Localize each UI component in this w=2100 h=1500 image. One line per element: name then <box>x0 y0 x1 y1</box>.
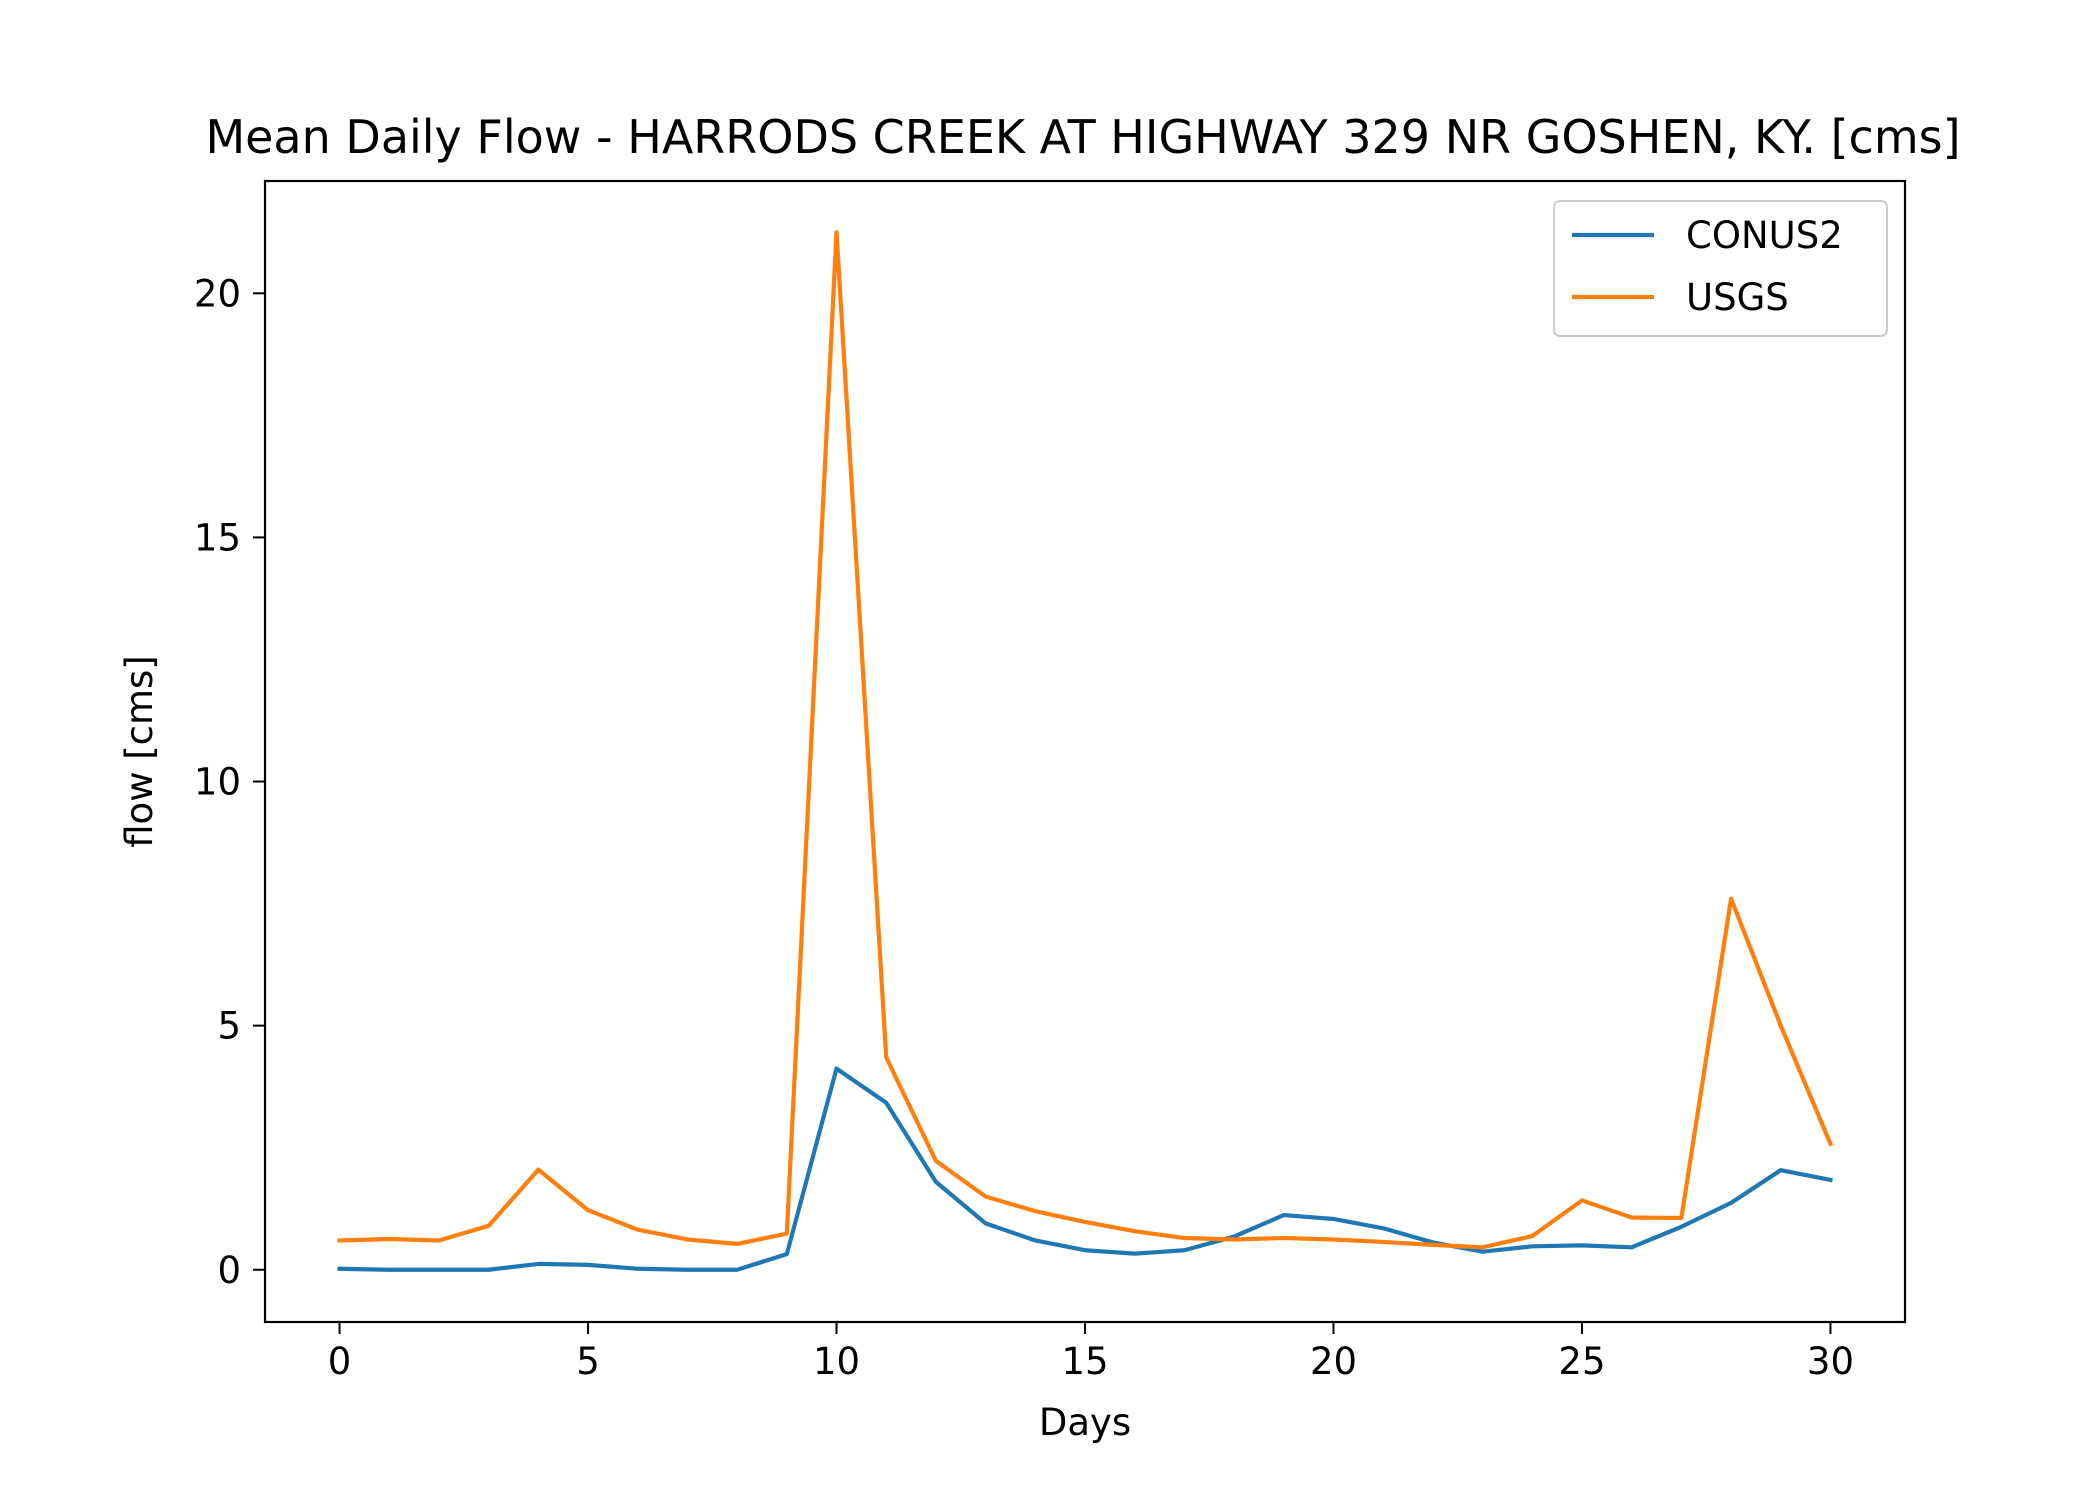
legend-items: CONUS2 USGS <box>1572 214 1843 319</box>
x-tick-label: 0 <box>328 1340 352 1383</box>
plot-area: 0 5 10 15 20 25 30 0 5 10 15 20 <box>194 179 1907 1383</box>
y-tick-label: 15 <box>194 516 241 559</box>
legend-label-usgs: USGS <box>1686 276 1789 319</box>
x-axis-ticks: 0 5 10 15 20 25 30 <box>328 1322 1854 1383</box>
x-tick-label: 25 <box>1558 1340 1605 1383</box>
chart-title: Mean Daily Flow - HARRODS CREEK AT HIGHW… <box>205 110 1960 164</box>
plot-frame <box>263 179 1907 1324</box>
legend-label-conus2: CONUS2 <box>1686 214 1843 257</box>
series-lines <box>337 230 1834 1272</box>
x-tick-label: 20 <box>1310 1340 1357 1383</box>
series-line-conus2 <box>337 1066 1833 1272</box>
y-axis-label: flow [cms] <box>118 655 161 848</box>
x-tick-label: 5 <box>576 1340 600 1383</box>
y-tick-label: 5 <box>217 1005 241 1048</box>
legend: CONUS2 USGS <box>1553 200 1888 337</box>
x-tick-label: 30 <box>1807 1340 1854 1383</box>
x-axis-label: Days <box>1039 1401 1131 1444</box>
y-tick-label: 0 <box>217 1249 241 1292</box>
y-tick-label: 20 <box>194 272 241 315</box>
series-line-usgs <box>337 230 1834 1250</box>
x-tick-label: 15 <box>1061 1340 1108 1383</box>
x-tick-label: 10 <box>813 1340 860 1383</box>
y-axis-ticks: 0 5 10 15 20 <box>194 272 265 1292</box>
y-tick-label: 10 <box>194 761 241 804</box>
